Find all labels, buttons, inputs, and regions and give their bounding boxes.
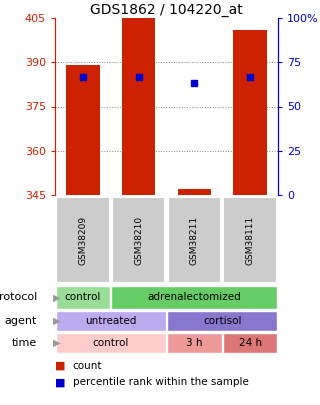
Text: count: count: [73, 361, 102, 371]
Bar: [178, 189, 211, 195]
Text: ▶: ▶: [53, 316, 60, 326]
Text: ▶: ▶: [53, 338, 60, 348]
Bar: [112, 197, 165, 283]
Text: ▶: ▶: [53, 292, 60, 303]
Bar: [167, 333, 222, 353]
Bar: [122, 18, 155, 195]
Bar: [66, 65, 100, 195]
Bar: [56, 333, 166, 353]
Bar: [111, 286, 277, 309]
Text: 3 h: 3 h: [186, 338, 203, 348]
Text: protocol: protocol: [0, 292, 37, 303]
Text: GSM38209: GSM38209: [78, 215, 87, 264]
Bar: [223, 197, 277, 283]
Text: time: time: [12, 338, 37, 348]
Text: percentile rank within the sample: percentile rank within the sample: [73, 377, 248, 387]
Text: untreated: untreated: [85, 316, 136, 326]
Text: cortisol: cortisol: [203, 316, 242, 326]
Bar: [167, 311, 277, 331]
Bar: [233, 30, 267, 195]
Text: GSM38111: GSM38111: [246, 215, 255, 264]
Bar: [223, 333, 277, 353]
Text: GSM38210: GSM38210: [134, 215, 143, 264]
Bar: [56, 197, 110, 283]
Title: GDS1862 / 104220_at: GDS1862 / 104220_at: [90, 3, 243, 17]
Text: 24 h: 24 h: [239, 338, 262, 348]
Text: ■: ■: [55, 377, 66, 387]
Text: agent: agent: [4, 316, 37, 326]
Text: adrenalectomized: adrenalectomized: [148, 292, 241, 303]
Text: control: control: [65, 292, 101, 303]
Bar: [168, 197, 221, 283]
Text: ■: ■: [55, 361, 66, 371]
Text: control: control: [92, 338, 129, 348]
Text: GSM38211: GSM38211: [190, 215, 199, 264]
Bar: [56, 311, 166, 331]
Bar: [56, 286, 110, 309]
